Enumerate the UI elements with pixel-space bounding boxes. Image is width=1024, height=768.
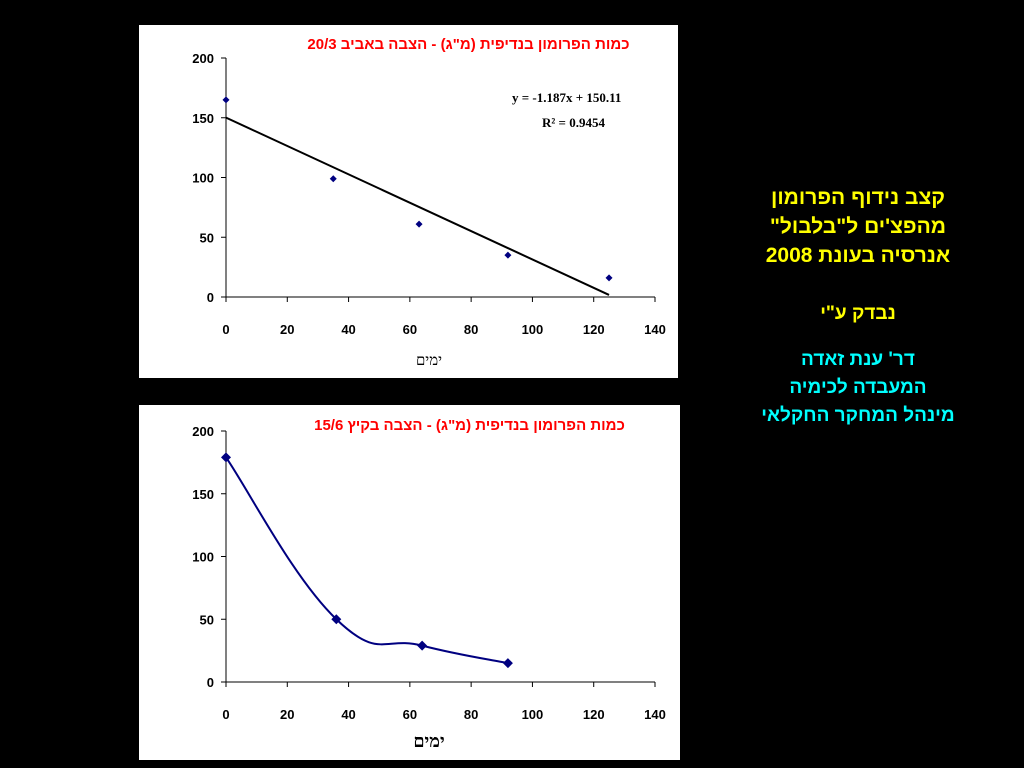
y-tick-label: 50 — [200, 230, 214, 245]
checked-by-label: נבדק ע"י — [820, 303, 896, 324]
author-lab: המעבדה לכימיה — [789, 377, 927, 398]
data-point — [222, 96, 230, 104]
y-tick-label: 0 — [207, 290, 214, 305]
x-tick-label: 20 — [280, 322, 294, 337]
x-tick-label: 60 — [403, 707, 417, 722]
summer-chart-xlabel: ימים — [413, 731, 445, 751]
series-line — [225, 456, 509, 665]
data-point — [605, 274, 613, 282]
data-point — [415, 220, 423, 228]
y-tick-label: 200 — [192, 424, 214, 439]
trendline — [225, 116, 610, 296]
data-point — [221, 452, 231, 463]
x-tick-label: 120 — [583, 322, 605, 337]
spring-chart-title: כמות הפרומון בנדיפית (מ"ג) - הצבה באביב … — [307, 36, 630, 53]
y-tick-label: 150 — [192, 111, 214, 126]
x-tick-label: 40 — [341, 322, 355, 337]
y-tick-label: 100 — [192, 171, 214, 186]
x-tick-label: 100 — [522, 707, 544, 722]
summer-chart-title: כמות הפרומון בנדיפית (מ"ג) - הצבה בקיץ 1… — [314, 417, 625, 434]
spring-chart-plot: 0 50 100 150 200 0 20 40 60 80 100 120 140 — [192, 51, 666, 337]
trendline-equation: y = -1.187x + 150.11 — [512, 90, 622, 105]
data-point — [417, 640, 428, 651]
x-tick-label: 120 — [583, 707, 605, 722]
author-institution: מינהל המחקר החקלאי — [761, 405, 955, 426]
x-tick-label: 0 — [222, 322, 229, 337]
data-point — [502, 658, 513, 669]
y-tick-label: 200 — [192, 51, 214, 66]
slide-title: קצב נידוף הפרומון מהפצ'ים ל"בלבול" אנרסי… — [728, 183, 988, 270]
x-tick-label: 20 — [280, 707, 294, 722]
x-tick-label: 80 — [464, 707, 478, 722]
data-point — [504, 251, 512, 259]
x-tick-label: 60 — [403, 322, 417, 337]
x-tick-label: 100 — [522, 322, 544, 337]
slide-title-line: אנרסיה בעונת 2008 — [765, 244, 951, 267]
r-squared-label: R² = 0.9454 — [542, 115, 605, 130]
spring-chart: 0 50 100 150 200 0 20 40 60 80 100 120 140 כמות הפרו… — [139, 25, 678, 378]
x-tick-label: 0 — [222, 707, 229, 722]
x-tick-label: 140 — [644, 322, 666, 337]
data-point — [329, 175, 337, 183]
y-tick-label: 150 — [192, 487, 214, 502]
y-tick-label: 0 — [207, 675, 214, 690]
author-name: דר' ענת זאדה — [801, 349, 915, 370]
summer-chart: 0 50 100 150 200 0 20 40 60 80 100 120 140 כמות הפרו… — [139, 405, 680, 760]
spring-chart-xlabel: ימים — [415, 353, 443, 369]
summer-chart-plot: 0 50 100 150 200 0 20 40 60 80 100 120 140 — [192, 424, 666, 722]
data-point — [331, 614, 342, 625]
author-block: דר' ענת זאדה המעבדה לכימיה מינהל המחקר ה… — [728, 346, 988, 430]
x-tick-label: 80 — [464, 322, 478, 337]
x-tick-label: 140 — [644, 707, 666, 722]
y-tick-label: 100 — [192, 550, 214, 565]
slide-title-line: קצב נידוף הפרומון — [771, 186, 945, 209]
y-tick-label: 50 — [200, 612, 214, 627]
x-tick-label: 40 — [341, 707, 355, 722]
slide-title-line: מהפצ'ים ל"בלבול" — [769, 215, 947, 238]
